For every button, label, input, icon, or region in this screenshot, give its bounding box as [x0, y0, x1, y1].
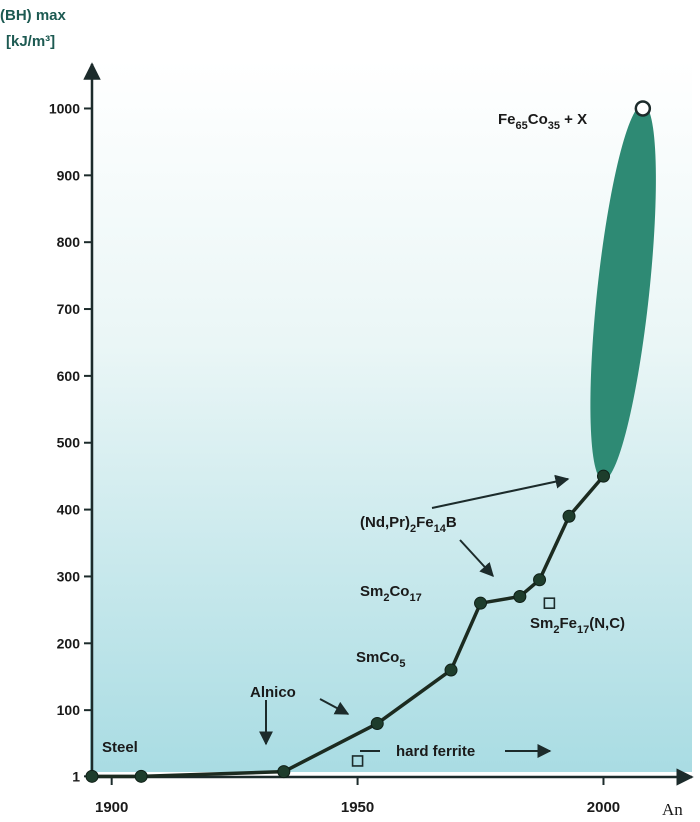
data-point [474, 596, 488, 610]
ndfeb-upper-arrow [431, 474, 570, 509]
series-line [92, 475, 605, 779]
y-axis-title-line1: (BH) max [0, 7, 67, 24]
data-point [370, 717, 384, 731]
x-tick-label: 1900 [95, 799, 128, 816]
y-tick-label: 800 [57, 234, 81, 250]
data-point [85, 769, 99, 783]
y-tick-label: 200 [57, 635, 81, 651]
data-point [134, 769, 148, 783]
x-ticks: 1900 1950 2000 [95, 777, 620, 816]
x-tick-label: 1950 [341, 799, 374, 816]
y-tick-label: 100 [57, 702, 81, 718]
circle-marker [634, 100, 652, 117]
alnico-to-point-arrow [319, 698, 350, 715]
y-ticks: 1 100 200 300 400 500 600 700 800 900 1000 [49, 100, 92, 784]
data-point [562, 509, 576, 523]
alnico-label: Alnico [250, 684, 296, 701]
smco5-label: SmCo5 [356, 649, 405, 670]
y-tick-label: 1 [72, 768, 80, 784]
projected-region [590, 104, 656, 481]
y-tick-label: 700 [57, 301, 81, 317]
data-point [533, 573, 547, 587]
y-tick-label: 300 [57, 568, 81, 584]
sm2fe17-label: Sm2Fe17(N,C) [530, 615, 625, 636]
ndfeb-label: (Nd,Pr)2Fe14B [360, 514, 457, 535]
x-axis-title: An [662, 800, 683, 819]
data-point [277, 765, 291, 779]
y-tick-label: 600 [57, 368, 81, 384]
square-marker [351, 755, 364, 767]
ndfeb-lower-arrow [459, 539, 494, 578]
data-point [596, 469, 610, 483]
y-tick-label: 1000 [49, 100, 80, 116]
hard-ferrite-label: hard ferrite [396, 743, 475, 760]
steel-label: Steel [102, 739, 138, 756]
square-marker [543, 597, 556, 609]
data-point [444, 663, 458, 677]
y-tick-label: 500 [57, 435, 81, 451]
y-axis-title-line2: [kJ/m³] [6, 33, 55, 50]
x-tick-label: 2000 [587, 799, 620, 816]
sm2co17-label: Sm2Co17 [360, 583, 422, 604]
series-points [85, 469, 610, 783]
feco-label: Fe65Co35 + X [498, 111, 587, 132]
extra-markers [351, 100, 652, 767]
data-point [513, 590, 527, 603]
y-tick-label: 400 [57, 502, 81, 518]
y-tick-label: 900 [57, 167, 81, 183]
